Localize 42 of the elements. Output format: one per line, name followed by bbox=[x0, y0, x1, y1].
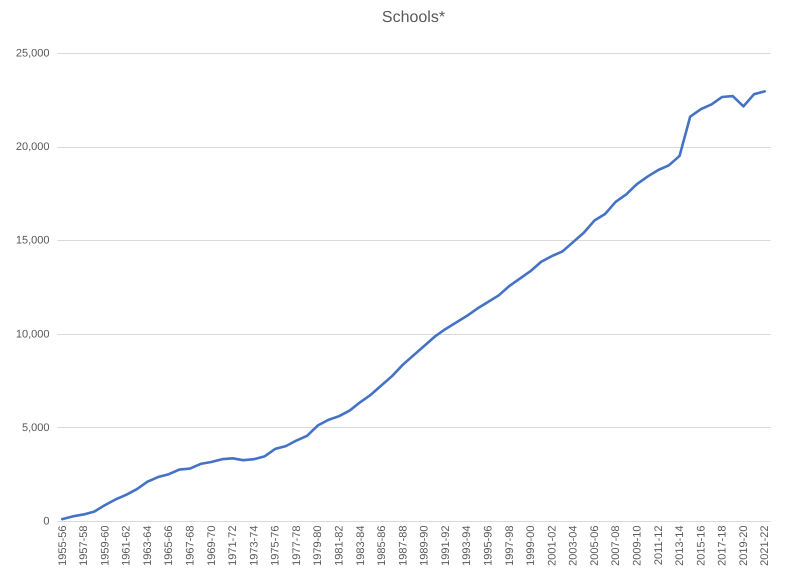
x-tick-label: 1979-80 bbox=[312, 526, 324, 566]
x-tick-label: 2019-20 bbox=[738, 526, 750, 566]
x-tick-label: 1963-64 bbox=[142, 526, 154, 566]
x-tick-label: 1975-76 bbox=[270, 526, 282, 566]
x-tick-label: 1983-84 bbox=[354, 526, 367, 566]
x-tick-label: 1965-66 bbox=[163, 526, 176, 566]
x-tick-label: 1989-90 bbox=[418, 526, 431, 566]
x-tick-label: 1969-70 bbox=[206, 526, 218, 566]
x-tick-label: 1993-94 bbox=[461, 526, 474, 566]
line-series bbox=[61, 90, 766, 520]
x-tick-label: 2013-14 bbox=[674, 526, 686, 566]
y-tick-label: 25,000 bbox=[16, 48, 50, 60]
x-tick-label: 2017-18 bbox=[716, 526, 729, 566]
x-tick-label: 1981-82 bbox=[334, 526, 346, 566]
x-tick-label: 1959-60 bbox=[99, 526, 112, 566]
x-tick-label: 2001-02 bbox=[546, 526, 558, 566]
y-tick-label: 20,000 bbox=[16, 141, 50, 154]
x-tick-label: 1985-86 bbox=[376, 526, 388, 566]
y-tick-label: 0 bbox=[43, 516, 50, 528]
x-tick-label: 1967-68 bbox=[184, 526, 197, 566]
x-tick-label: 1971-72 bbox=[227, 526, 240, 566]
x-tick-label: 1977-78 bbox=[290, 526, 303, 566]
x-tick-label: 2011-12 bbox=[652, 526, 665, 566]
x-tick-label: 2005-06 bbox=[588, 526, 601, 566]
x-tick-label: 1961-62 bbox=[120, 526, 133, 566]
x-tick-label: 1957-58 bbox=[78, 526, 90, 566]
x-tick-label: 1955-56 bbox=[56, 526, 69, 566]
x-tick-label: 1991-92 bbox=[440, 526, 452, 566]
x-tick-label: 1973-74 bbox=[248, 526, 260, 566]
x-tick-label: 1999-00 bbox=[525, 526, 538, 566]
x-tick-label: 1995-96 bbox=[482, 526, 494, 566]
x-tick-label: 1987-88 bbox=[397, 526, 410, 566]
x-tick-label: 2009-10 bbox=[631, 526, 644, 566]
chart-title: Schools* bbox=[382, 9, 446, 26]
y-tick-label: 10,000 bbox=[16, 328, 50, 340]
y-tick-label: 5,000 bbox=[22, 422, 50, 434]
x-tick-label: 1997-98 bbox=[504, 526, 516, 566]
x-tick-label: 2003-04 bbox=[568, 526, 580, 566]
y-tick-label: 15,000 bbox=[16, 234, 50, 247]
x-tick-label: 2007-08 bbox=[610, 526, 622, 566]
x-tick-label: 2015-16 bbox=[695, 526, 708, 566]
x-tick-label: 2021-22 bbox=[759, 526, 772, 566]
